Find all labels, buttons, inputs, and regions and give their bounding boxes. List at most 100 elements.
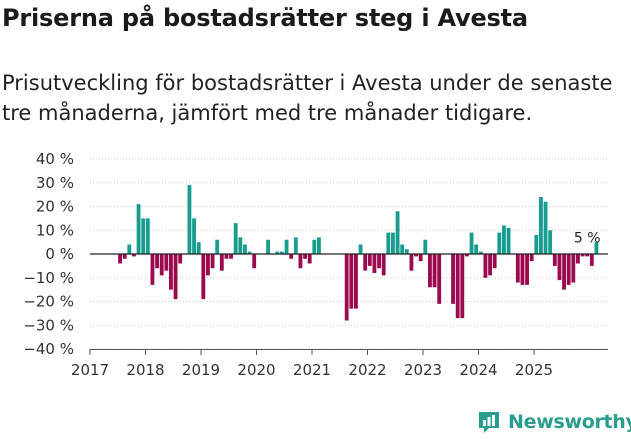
bar-negative (377, 254, 381, 269)
chart-title: Priserna på bostadsrätter steg i Avesta (2, 4, 528, 32)
bar-negative (118, 254, 122, 264)
bar-negative (488, 254, 492, 276)
x-tick-label: 2020 (237, 361, 275, 379)
x-tick-label: 2024 (459, 361, 497, 379)
bar-negative (307, 254, 312, 264)
y-tick-label: 20 % (36, 198, 74, 216)
bar-negative (229, 254, 233, 259)
bar-positive (317, 237, 321, 255)
bar-negative (224, 254, 229, 259)
bar-negative (515, 254, 520, 283)
bar-positive (192, 218, 196, 255)
bar-negative (455, 254, 460, 319)
y-axis-tick-labels: 40 % 30 % 20 % 10 % 0 % −10 % −20 % −30 % −40 % (23, 150, 74, 358)
bar-negative (289, 254, 294, 259)
bar-negative (132, 254, 136, 257)
bar-negative (178, 254, 183, 264)
bar-negative (520, 254, 525, 285)
bar-negative (432, 254, 437, 288)
bar-negative (349, 254, 354, 309)
bar-negative (465, 254, 469, 257)
bar-negative (580, 254, 585, 257)
bar-positive (196, 242, 201, 255)
y-tick-label: 30 % (36, 174, 74, 192)
bar-positive (127, 244, 132, 254)
bar-negative (552, 254, 557, 266)
bar-negative (589, 254, 594, 266)
bar-positive (534, 235, 539, 254)
bar-negative (122, 254, 127, 259)
bar-negative (201, 254, 206, 300)
bar-positive (136, 204, 141, 255)
bar-negative (492, 254, 497, 269)
y-tick-label: 0 % (45, 245, 74, 263)
bar-negative (451, 254, 455, 304)
bar-negative (460, 254, 465, 319)
bar-positive (404, 249, 409, 254)
x-tick-label: 2018 (126, 361, 164, 379)
chart-subtitle: Prisutveckling för bostadsrätter i Avest… (2, 71, 613, 125)
latest-value-annotation: 5 % (574, 230, 601, 246)
newsworthy-logo: Newsworthy (476, 408, 631, 436)
bars (118, 185, 599, 321)
bar-negative (363, 254, 368, 271)
bar-negative (557, 254, 562, 281)
bar-negative (525, 254, 529, 285)
bar-positive (233, 223, 238, 255)
bar-negative (372, 254, 377, 273)
bar-positive (215, 239, 220, 254)
bar-positive (400, 244, 405, 254)
bar-positive (247, 251, 252, 255)
y-tick-label: −30 % (23, 316, 74, 334)
bar-positive (266, 239, 270, 254)
bar-positive (594, 242, 599, 255)
x-tick-label: 2025 (515, 361, 553, 379)
bar-negative (529, 254, 534, 262)
bar-negative (219, 254, 224, 271)
y-tick-label: 10 % (36, 221, 74, 239)
y-tick-label: 40 % (36, 150, 74, 168)
bar-positive (469, 232, 474, 255)
bar-positive (386, 232, 391, 255)
bar-negative (155, 254, 159, 269)
newsworthy-chart-icon (479, 412, 499, 433)
bar-positive (280, 251, 284, 255)
bar-negative (409, 254, 414, 271)
bar-negative (150, 254, 155, 285)
bar-negative (437, 254, 442, 304)
bar-negative (571, 254, 576, 283)
bar-negative (585, 254, 590, 257)
bar-positive (423, 239, 428, 254)
bar-negative (344, 254, 349, 321)
bar-positive (474, 244, 479, 254)
bar-negative (298, 254, 303, 269)
bar-negative (303, 254, 307, 259)
bar-negative (576, 254, 580, 264)
bar-negative (164, 254, 169, 271)
bar-positive (284, 239, 289, 254)
bar-positive (543, 201, 548, 254)
bar-negative (418, 254, 423, 262)
bar-positive (145, 218, 150, 255)
bar-negative (566, 254, 571, 285)
bar-negative (169, 254, 173, 290)
y-tick-label: −40 % (23, 340, 74, 358)
bar-negative (210, 254, 215, 269)
bar-negative (252, 254, 257, 269)
bar-negative (367, 254, 372, 266)
x-tick-label: 2023 (404, 361, 442, 379)
bar-positive (478, 251, 483, 255)
bar-positive (243, 244, 247, 254)
bar-negative (159, 254, 164, 276)
bar-negative (483, 254, 488, 278)
bar-positive (238, 237, 243, 255)
bar-negative (381, 254, 386, 276)
x-tick-label: 2019 (182, 361, 220, 379)
bar-positive (548, 230, 553, 254)
bar-positive (312, 239, 317, 254)
bar-positive (497, 232, 502, 255)
y-tick-label: −20 % (23, 293, 74, 311)
bar-positive (539, 197, 543, 254)
bar-negative (562, 254, 566, 290)
